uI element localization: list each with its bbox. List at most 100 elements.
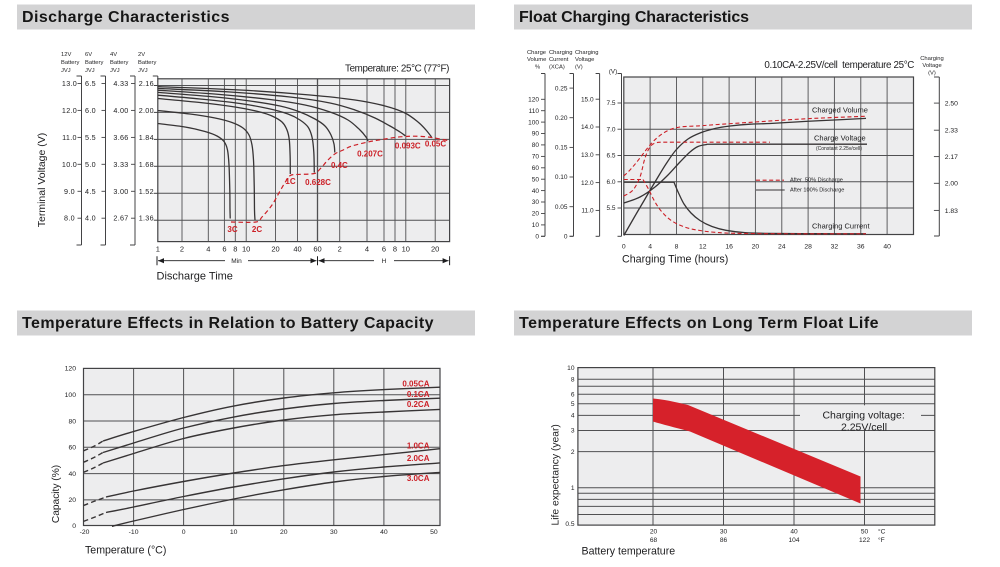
svg-text:30: 30 xyxy=(720,529,728,536)
svg-text:1C: 1C xyxy=(285,177,295,186)
svg-text:JVJ: JVJ xyxy=(85,68,95,74)
svg-text:Charge: Charge xyxy=(527,50,546,56)
svg-text:0.05: 0.05 xyxy=(555,204,568,211)
svg-text:Charged Volume: Charged Volume xyxy=(812,106,868,115)
svg-text:0: 0 xyxy=(622,244,626,251)
svg-text:Discharge Characteristics: Discharge Characteristics xyxy=(22,9,230,26)
svg-text:100: 100 xyxy=(65,392,77,399)
svg-text:3.0CA: 3.0CA xyxy=(407,474,430,483)
svg-text:H: H xyxy=(382,258,387,265)
svg-text:40: 40 xyxy=(293,244,301,253)
svg-text:0.15: 0.15 xyxy=(555,145,568,152)
svg-text:10.0: 10.0 xyxy=(62,160,77,169)
svg-text:1.68: 1.68 xyxy=(139,160,154,169)
svg-text:2.67: 2.67 xyxy=(113,214,128,223)
svg-text:11.0: 11.0 xyxy=(581,208,594,215)
svg-text:24: 24 xyxy=(778,244,786,251)
svg-text:16: 16 xyxy=(725,244,733,251)
svg-text:(V): (V) xyxy=(928,70,936,76)
svg-text:40: 40 xyxy=(883,244,891,251)
svg-text:5: 5 xyxy=(571,401,575,408)
svg-text:7.5: 7.5 xyxy=(606,100,615,107)
svg-text:2.33: 2.33 xyxy=(945,128,958,135)
svg-text:4V: 4V xyxy=(110,52,117,58)
svg-text:2C: 2C xyxy=(252,225,262,234)
svg-text:6.5: 6.5 xyxy=(606,153,615,160)
svg-text:68: 68 xyxy=(650,537,658,544)
svg-text:5.5: 5.5 xyxy=(606,205,615,212)
svg-text:0.2CA: 0.2CA xyxy=(407,400,430,409)
svg-text:2.16: 2.16 xyxy=(139,79,154,88)
svg-text:0.093C: 0.093C xyxy=(395,142,421,151)
svg-text:4.0: 4.0 xyxy=(85,214,96,223)
svg-text:%: % xyxy=(535,64,540,70)
svg-text:12.0: 12.0 xyxy=(581,180,594,187)
svg-text:0.05C: 0.05C xyxy=(425,139,447,148)
svg-text:4: 4 xyxy=(365,244,369,253)
svg-text:Charging Current: Charging Current xyxy=(812,221,870,230)
svg-text:8: 8 xyxy=(393,244,397,253)
svg-text:12.0: 12.0 xyxy=(62,106,77,115)
svg-text:8: 8 xyxy=(571,376,575,383)
svg-text:0.05CA: 0.05CA xyxy=(402,379,429,388)
svg-text:Charge Voltage: Charge Voltage xyxy=(814,133,866,142)
svg-text:50: 50 xyxy=(861,529,869,536)
svg-text:10: 10 xyxy=(230,529,238,536)
svg-text:20: 20 xyxy=(280,529,288,536)
svg-text:9.0: 9.0 xyxy=(64,187,75,196)
svg-text:1.84: 1.84 xyxy=(139,133,154,142)
svg-text:60: 60 xyxy=(68,445,76,452)
svg-text:3C: 3C xyxy=(227,225,237,234)
svg-text:°C: °C xyxy=(878,528,886,536)
svg-text:Terminal Voltage (V): Terminal Voltage (V) xyxy=(36,133,48,228)
svg-text:JVJ: JVJ xyxy=(61,68,71,74)
svg-text:JVJ: JVJ xyxy=(138,68,148,74)
svg-text:After 50% Discharge: After 50% Discharge xyxy=(790,178,843,184)
svg-text:Battery: Battery xyxy=(85,60,103,66)
svg-text:20: 20 xyxy=(650,529,658,536)
svg-text:1: 1 xyxy=(571,485,575,492)
svg-text:6: 6 xyxy=(382,244,386,253)
svg-text:0.628C: 0.628C xyxy=(305,178,331,187)
svg-text:0.1CA: 0.1CA xyxy=(407,390,430,399)
svg-text:Temperature Effects on Long Te: Temperature Effects on Long Term Float L… xyxy=(519,315,879,332)
svg-text:JVJ: JVJ xyxy=(110,68,120,74)
svg-text:Charging: Charging xyxy=(920,56,944,62)
svg-text:40: 40 xyxy=(532,188,540,195)
svg-text:13.0: 13.0 xyxy=(581,152,594,159)
svg-text:Capacity (%): Capacity (%) xyxy=(51,465,62,523)
svg-text:11.0: 11.0 xyxy=(62,133,77,142)
svg-text:1.0CA: 1.0CA xyxy=(407,442,430,451)
svg-text:6.5: 6.5 xyxy=(85,79,96,88)
svg-text:10: 10 xyxy=(242,244,250,253)
svg-text:2V: 2V xyxy=(138,52,145,58)
svg-text:4: 4 xyxy=(206,244,210,253)
svg-text:90: 90 xyxy=(532,131,540,138)
svg-text:6: 6 xyxy=(571,392,575,399)
svg-text:86: 86 xyxy=(720,537,728,544)
svg-text:80: 80 xyxy=(532,142,540,149)
svg-text:20: 20 xyxy=(271,244,279,253)
svg-text:0: 0 xyxy=(72,523,76,530)
svg-text:40: 40 xyxy=(68,471,76,478)
svg-text:0.25: 0.25 xyxy=(555,85,568,92)
svg-text:3.00: 3.00 xyxy=(113,187,128,196)
svg-text:Charging Time (hours): Charging Time (hours) xyxy=(622,253,728,265)
svg-text:80: 80 xyxy=(68,418,76,425)
svg-text:Charging: Charging xyxy=(575,50,599,56)
svg-text:0.5: 0.5 xyxy=(565,521,574,528)
svg-text:8: 8 xyxy=(233,244,237,253)
svg-text:10: 10 xyxy=(567,365,575,372)
svg-text:5.5: 5.5 xyxy=(85,133,96,142)
svg-text:Float Charging Characteristics: Float Charging Characteristics xyxy=(519,9,749,26)
svg-text:Battery temperature: Battery temperature xyxy=(582,545,676,557)
svg-text:(XCA): (XCA) xyxy=(549,64,565,70)
svg-text:50: 50 xyxy=(430,529,438,536)
svg-text:6.0: 6.0 xyxy=(85,106,96,115)
svg-text:0.4C: 0.4C xyxy=(331,161,348,170)
svg-text:2.00: 2.00 xyxy=(945,181,958,188)
svg-text:1.83: 1.83 xyxy=(945,208,958,215)
svg-text:0.207C: 0.207C xyxy=(357,150,383,159)
svg-text:0: 0 xyxy=(564,234,568,241)
svg-text:4: 4 xyxy=(648,244,652,251)
